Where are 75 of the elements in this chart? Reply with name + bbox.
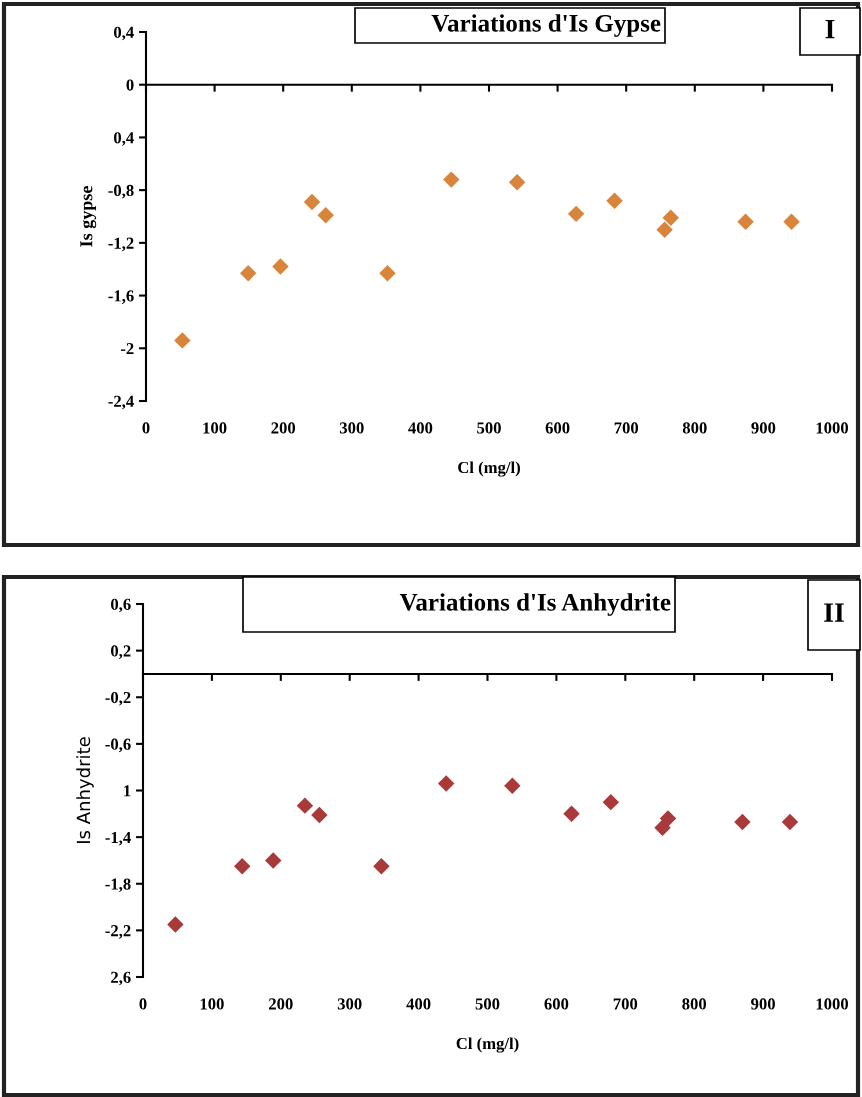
x-tick-label: 700 — [614, 422, 639, 434]
x-tick-label: 700 — [613, 998, 638, 1010]
x-tick-label: 1000 — [816, 998, 849, 1010]
x-tick-label: 300 — [339, 422, 364, 434]
y-tick-label: 0,6 — [111, 598, 131, 613]
point — [296, 797, 314, 814]
y-tick-label: -2,2 — [105, 925, 131, 939]
y-tick-label: -0,8 — [108, 184, 134, 199]
point — [272, 258, 289, 275]
x-tick-label: 600 — [545, 422, 570, 434]
y-tick-label: -1,2 — [108, 237, 134, 252]
annotation: I — [825, 19, 835, 39]
point — [659, 810, 677, 827]
point — [443, 171, 460, 188]
y-tick-label: -1,6 — [108, 290, 134, 304]
y-axis-title: Is gypse — [80, 186, 97, 247]
y-tick-label: 0,4 — [114, 26, 134, 41]
point — [379, 264, 396, 282]
y-tick-label: 0 — [126, 79, 134, 91]
point — [606, 192, 623, 209]
point — [602, 793, 620, 811]
x-tick-label: 500 — [475, 998, 500, 1010]
point — [783, 213, 800, 230]
annotation: II — [824, 603, 844, 622]
x-tick-label: 1000 — [816, 422, 849, 434]
point — [662, 209, 680, 227]
point — [737, 213, 754, 230]
point — [781, 813, 799, 831]
point — [174, 332, 191, 349]
x-tick-label: 900 — [751, 422, 776, 434]
x-tick-label: 800 — [682, 422, 707, 434]
point — [303, 193, 321, 211]
y-tick-label: -0,2 — [105, 691, 131, 706]
point — [567, 205, 585, 223]
point — [311, 806, 328, 824]
x-axis-title: Cl (mg/l) — [458, 461, 520, 477]
x-tick-label: 600 — [544, 998, 569, 1010]
point — [240, 264, 257, 282]
y-tick-label: -1,8 — [105, 878, 131, 893]
y-tick-label: -2,4 — [108, 395, 134, 410]
chart-title: Variations d'Is Anhydrite — [399, 593, 671, 616]
x-axis-title: Cl (mg/l) — [456, 1037, 519, 1053]
x-tick-label: 200 — [269, 998, 293, 1010]
point — [654, 819, 671, 837]
point — [234, 858, 251, 875]
x-tick-label: 100 — [200, 998, 224, 1010]
point — [265, 852, 282, 869]
point — [437, 775, 455, 792]
x-tick-label: 400 — [406, 998, 431, 1010]
x-tick-label: 800 — [682, 998, 707, 1010]
x-tick-label: 400 — [408, 422, 433, 434]
point — [167, 916, 184, 933]
point — [734, 813, 751, 831]
x-tick-label: 300 — [337, 998, 362, 1010]
x-tick-label: 900 — [751, 998, 775, 1010]
chart-title: Variations d'Is Gypse — [431, 14, 661, 37]
x-tick-label: 200 — [271, 422, 296, 434]
point — [317, 206, 334, 224]
x-tick-label: 500 — [477, 422, 501, 434]
y-axis-title: Is Anhydrite — [76, 737, 94, 843]
y-tick-label: 2,6 — [111, 971, 131, 986]
y-tick-label: 0,4 — [114, 132, 134, 146]
x-tick-label: 0 — [139, 998, 147, 1010]
point — [563, 805, 580, 823]
point — [656, 221, 673, 238]
x-tick-label: 100 — [203, 422, 227, 434]
point — [508, 174, 526, 191]
x-tick-label: 0 — [142, 422, 150, 434]
y-tick-label: -1,4 — [105, 831, 131, 846]
point — [373, 858, 390, 875]
y-tick-label: -0,6 — [105, 738, 131, 753]
point — [504, 777, 521, 795]
y-tick-label: 0,2 — [111, 645, 131, 659]
y-tick-label: -2 — [120, 343, 134, 355]
y-tick-label: 1 — [124, 785, 131, 797]
